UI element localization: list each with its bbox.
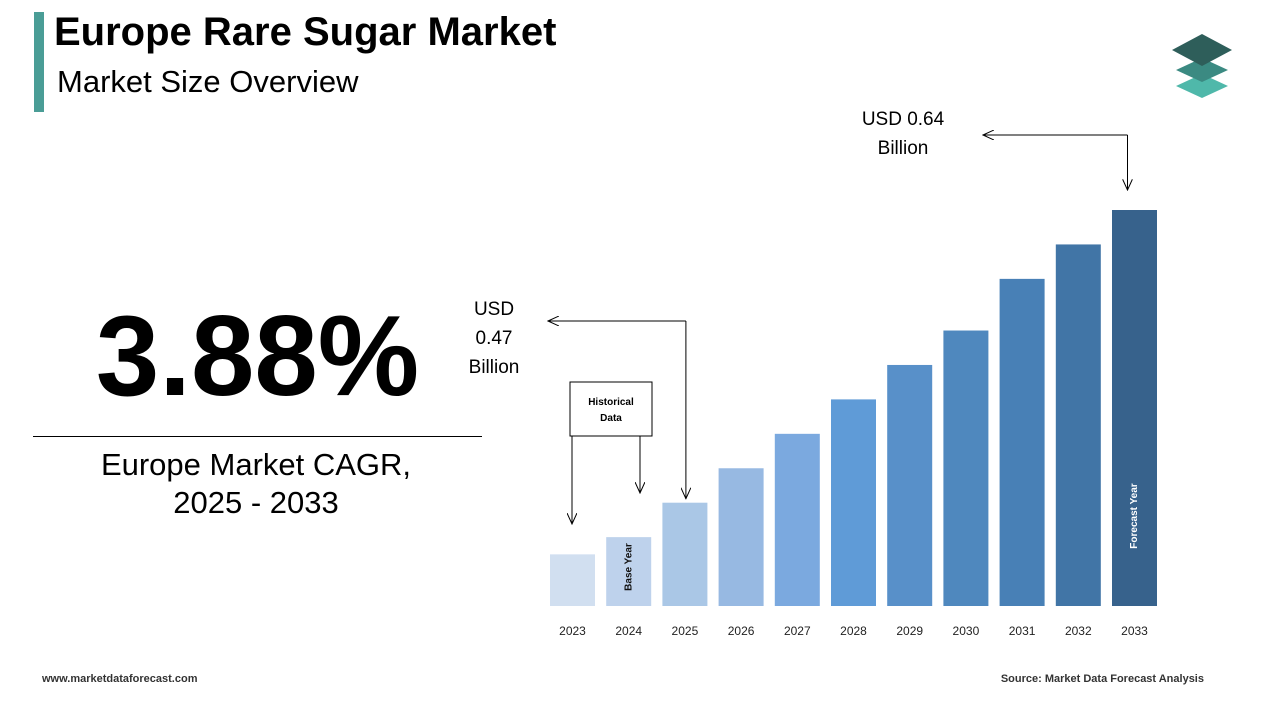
bar-2023 (550, 554, 595, 606)
bar-2026 (718, 468, 764, 606)
x-tick-label: 2028 (840, 624, 867, 638)
footer-source: Source: Market Data Forecast Analysis (1000, 673, 1204, 685)
x-tick-label: 2032 (1065, 624, 1092, 638)
x-tick-label: 2030 (953, 624, 980, 638)
end-callout-line1: USD 0.64 (862, 109, 945, 130)
x-tick-label: 2027 (784, 624, 811, 638)
historical-box-line2: Data (600, 413, 622, 424)
cagr-label-line2: 2025 - 2033 (173, 485, 339, 520)
bar-2028 (831, 399, 876, 606)
x-tick-label: 2031 (1009, 624, 1036, 638)
start-callout-line2: 0.47 (476, 328, 513, 349)
bar-2033 (1112, 210, 1157, 606)
x-tick-label: 2029 (896, 624, 923, 638)
title-accent-bar (34, 12, 44, 112)
start-callout-line3: Billion (469, 357, 520, 378)
x-tick-label: 2033 (1121, 624, 1148, 638)
bar-2024 (606, 537, 652, 606)
bar-2032 (1055, 244, 1101, 606)
x-tick-label: 2025 (672, 624, 699, 638)
cagr-divider (33, 436, 482, 437)
page-title: Europe Rare Sugar Market (54, 10, 557, 54)
bar-2029 (887, 364, 933, 606)
page-subtitle: Market Size Overview (57, 64, 359, 99)
layers-logo-icon (1172, 34, 1232, 98)
base-year-label: Base Year (623, 543, 634, 591)
bar-2027 (774, 433, 820, 606)
cagr-value: 3.88% (95, 293, 420, 420)
bar-2025 (662, 502, 708, 606)
historical-box-line1: Historical (588, 397, 634, 408)
footer-website: www.marketdataforecast.com (42, 673, 198, 685)
cagr-label-line1: Europe Market CAGR, (100, 447, 412, 482)
x-tick-label: 2023 (559, 624, 586, 638)
x-tick-label: 2026 (728, 624, 755, 638)
forecast-year-label: Forecast Year (1129, 483, 1140, 549)
start-callout-line1: USD (474, 299, 514, 320)
cagr-label: Europe Market CAGR, 2025 - 2033 (30, 446, 482, 522)
end-callout-line2: Billion (878, 138, 929, 159)
bar-2031 (999, 278, 1045, 606)
x-tick-label: 2024 (615, 624, 642, 638)
historical-data-box (569, 381, 653, 437)
bar-2030 (943, 330, 989, 606)
